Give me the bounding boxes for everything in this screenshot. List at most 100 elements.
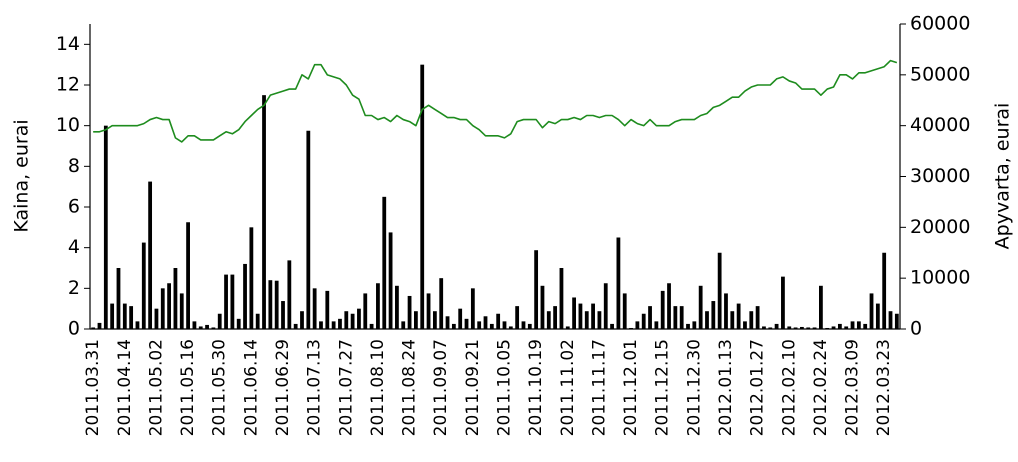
bar bbox=[426, 293, 431, 329]
y-tick-label: 0 bbox=[68, 318, 80, 340]
x-tick-label: 2011.10.19 bbox=[526, 339, 546, 436]
y-tick-label: 8 bbox=[68, 155, 80, 177]
bar bbox=[540, 285, 545, 329]
bar bbox=[141, 242, 146, 329]
bar bbox=[610, 323, 614, 329]
bar bbox=[300, 311, 304, 329]
bar bbox=[186, 222, 190, 329]
bar bbox=[667, 283, 671, 329]
bar bbox=[622, 293, 627, 329]
x-tick-label: 2011.03.31 bbox=[83, 339, 103, 436]
x-tick-label: 2011.09.21 bbox=[463, 339, 483, 436]
bar bbox=[515, 306, 520, 329]
bar bbox=[262, 95, 266, 330]
bar bbox=[414, 311, 418, 329]
bar bbox=[837, 323, 842, 329]
bar bbox=[306, 130, 311, 329]
bar bbox=[812, 327, 817, 329]
bar bbox=[774, 323, 779, 329]
bar bbox=[363, 293, 368, 329]
x-tick-label: 2011.07.27 bbox=[336, 339, 356, 436]
bar bbox=[597, 311, 602, 329]
bar bbox=[249, 227, 254, 329]
bar bbox=[451, 323, 456, 329]
y-tick-label: 14 bbox=[56, 33, 80, 55]
bar bbox=[654, 321, 659, 329]
bar bbox=[793, 327, 798, 329]
y-tick-label: 4 bbox=[68, 236, 80, 258]
bar bbox=[160, 288, 165, 329]
bar bbox=[91, 327, 96, 329]
bar bbox=[768, 327, 773, 329]
bar bbox=[755, 306, 760, 329]
y2-tick-label: 10000 bbox=[910, 267, 970, 289]
bar bbox=[749, 311, 754, 329]
x-tick-label: 2011.10.05 bbox=[494, 339, 514, 436]
x-tick-label: 2011.06.29 bbox=[273, 339, 293, 436]
bar bbox=[376, 283, 380, 329]
y2-tick-label: 0 bbox=[910, 318, 922, 340]
x-tick-label: 2011.12.01 bbox=[621, 339, 641, 436]
bar bbox=[217, 313, 222, 329]
bar bbox=[281, 301, 285, 329]
bar bbox=[496, 313, 501, 329]
y-tick-label: 12 bbox=[56, 74, 80, 96]
bar bbox=[869, 293, 874, 329]
bar bbox=[464, 318, 469, 329]
bar bbox=[122, 303, 127, 329]
bar bbox=[888, 311, 893, 329]
bar bbox=[711, 301, 716, 329]
bar bbox=[382, 196, 387, 329]
x-tick-label: 2012.01.13 bbox=[716, 339, 736, 436]
bar bbox=[331, 321, 336, 329]
y-tick-label: 2 bbox=[68, 277, 80, 299]
bar bbox=[243, 263, 247, 329]
bar bbox=[116, 268, 121, 329]
bar bbox=[831, 326, 836, 329]
bar bbox=[407, 295, 412, 329]
bar bbox=[781, 276, 785, 329]
bar bbox=[470, 288, 475, 329]
bar bbox=[432, 311, 437, 329]
bar bbox=[173, 268, 178, 329]
x-tick-label: 2011.04.14 bbox=[115, 339, 135, 436]
bar bbox=[338, 318, 342, 329]
x-tick-label: 2011.07.13 bbox=[305, 339, 325, 436]
bar bbox=[192, 321, 197, 329]
bar bbox=[819, 285, 823, 329]
bar bbox=[445, 316, 450, 329]
x-tick-label: 2011.12.15 bbox=[653, 339, 673, 436]
bar bbox=[401, 321, 406, 329]
price-line bbox=[93, 59, 898, 143]
y-axis-label: Kaina, eurai bbox=[11, 119, 33, 232]
bar bbox=[635, 321, 640, 329]
bar bbox=[856, 321, 861, 329]
y2-tick-label: 50000 bbox=[910, 63, 970, 85]
bar bbox=[489, 323, 494, 329]
bar bbox=[148, 181, 153, 329]
bar bbox=[211, 327, 216, 329]
bar bbox=[736, 303, 741, 329]
bar bbox=[287, 260, 292, 329]
bar bbox=[167, 283, 171, 329]
bar bbox=[325, 290, 330, 329]
bar bbox=[483, 316, 488, 329]
bar bbox=[787, 326, 792, 329]
bar bbox=[679, 306, 684, 329]
x-tick-label: 2011.05.16 bbox=[178, 339, 198, 436]
bar bbox=[502, 321, 507, 329]
bar bbox=[603, 283, 608, 329]
x-tick-label: 2012.01.27 bbox=[748, 339, 768, 436]
bar bbox=[648, 306, 652, 329]
bar bbox=[553, 306, 558, 329]
bar bbox=[806, 327, 811, 329]
bar bbox=[420, 64, 425, 330]
x-tick-label: 2011.06.14 bbox=[241, 339, 261, 436]
bar bbox=[395, 285, 399, 329]
bar bbox=[388, 232, 393, 329]
bar bbox=[717, 252, 722, 329]
bar bbox=[477, 321, 482, 329]
bar bbox=[319, 321, 323, 329]
y2-tick-label: 60000 bbox=[910, 13, 970, 35]
